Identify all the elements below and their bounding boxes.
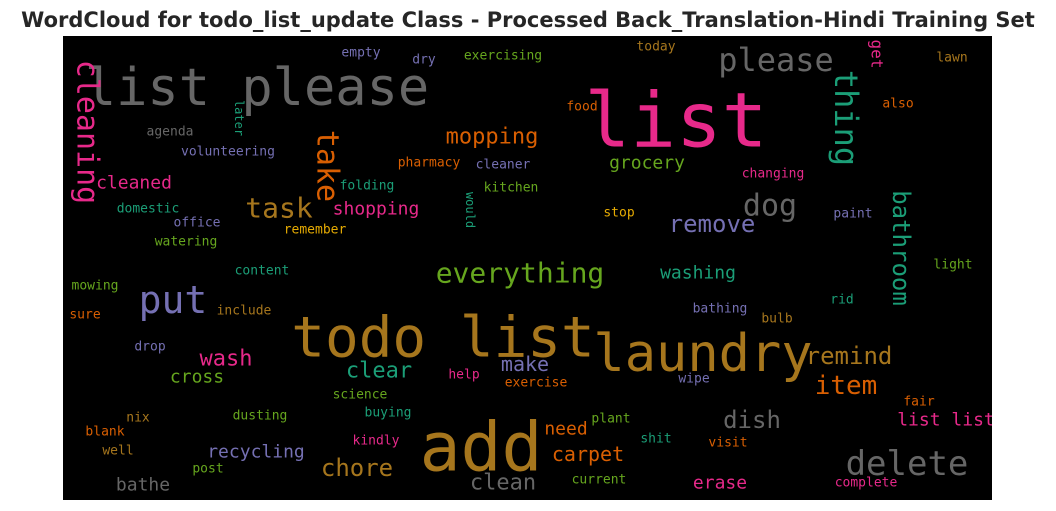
word-washing: washing [660, 263, 736, 284]
word-remind: remind [806, 342, 893, 370]
word-blank: blank [85, 425, 124, 440]
word-dry: dry [412, 53, 436, 68]
word-delete: delete [846, 444, 969, 484]
word-todo-list: todo list [291, 306, 594, 371]
word-clear: clear [346, 359, 412, 384]
word-need: need [544, 419, 587, 440]
word-help: help [448, 368, 479, 383]
word-science: science [333, 388, 388, 403]
word-clean: clean [470, 471, 536, 496]
word-chore: chore [321, 454, 393, 482]
word-grocery: grocery [609, 153, 685, 174]
word-add: add [420, 409, 543, 488]
word-drop: drop [134, 340, 165, 355]
word-watering: watering [155, 235, 218, 250]
word-would: would [463, 192, 477, 228]
word-agenda: agenda [147, 125, 194, 140]
word-laundry: laundry [593, 324, 812, 384]
wordcloud-canvas: list list please todo list add laundry please… [69, 40, 992, 496]
word-food: food [566, 100, 597, 115]
word-content: content [235, 264, 290, 279]
word-carpet: carpet [552, 442, 624, 466]
word-post: post [192, 462, 223, 477]
word-mopping: mopping [446, 125, 539, 150]
word-cleaner: cleaner [476, 158, 531, 173]
word-also: also [882, 97, 913, 112]
word-office: office [174, 216, 221, 231]
chart-title: WordCloud for todo_list_update Class - P… [21, 8, 1035, 32]
word-wipe: wipe [678, 372, 709, 387]
word-buying: buying [365, 406, 412, 421]
word-task: task [245, 192, 313, 225]
word-sure: sure [69, 308, 100, 323]
word-bulb: bulb [761, 312, 792, 327]
word-please: please [718, 41, 834, 79]
word-get: get [868, 40, 887, 69]
word-paint: paint [833, 207, 872, 222]
word-kitchen: kitchen [484, 181, 539, 196]
word-dog: dog [743, 189, 797, 224]
word-exercise: exercise [505, 376, 568, 391]
word-stop: stop [603, 206, 634, 221]
word-pharmacy: pharmacy [398, 156, 461, 171]
word-dusting: dusting [233, 409, 288, 424]
word-remember: remember [284, 223, 347, 238]
word-thing: thing [827, 70, 865, 166]
word-exercising: exercising [464, 49, 542, 64]
word-kindly: kindly [353, 434, 400, 449]
word-list-list: list list [897, 410, 992, 431]
word-cleaned: cleaned [96, 173, 172, 194]
word-volunteering: volunteering [181, 145, 275, 160]
word-remove: remove [669, 210, 756, 238]
word-changing: changing [742, 167, 805, 182]
word-put: put [139, 278, 208, 322]
word-later: later [232, 100, 246, 136]
word-domestic: domestic [117, 202, 180, 217]
word-well: well [102, 444, 133, 459]
word-make: make [501, 352, 549, 376]
word-fair: fair [903, 395, 934, 410]
word-shit: shit [640, 432, 671, 447]
word-light: light [933, 258, 972, 273]
word-bathing: bathing [693, 302, 748, 317]
word-today: today [636, 40, 675, 55]
word-everything: everything [436, 257, 605, 290]
word-list-please: list please [85, 58, 429, 118]
word-shopping: shopping [333, 199, 420, 220]
word-erase: erase [693, 473, 747, 494]
word-mowing: mowing [72, 279, 119, 294]
word-bathe: bathe [116, 475, 170, 496]
word-lawn: lawn [936, 51, 967, 66]
word-nix: nix [126, 411, 150, 426]
word-item: item [815, 371, 878, 401]
word-take: take [310, 130, 345, 202]
word-current: current [572, 473, 627, 488]
word-recycling: recycling [207, 442, 305, 463]
word-dish: dish [723, 406, 781, 434]
word-complete: complete [835, 476, 898, 491]
word-bathroom: bathroom [887, 190, 915, 306]
word-visit: visit [708, 436, 747, 451]
word-list: list [584, 76, 767, 165]
word-empty: empty [341, 46, 380, 61]
word-rid: rid [830, 293, 853, 308]
word-folding: folding [340, 179, 395, 194]
wordcloud-panel: list list please todo list add laundry please… [63, 36, 992, 500]
word-cross: cross [170, 367, 224, 388]
word-wash: wash [200, 347, 253, 372]
word-plant: plant [591, 412, 630, 427]
word-include: include [217, 304, 272, 319]
word-cleaning: cleaning [70, 60, 105, 205]
